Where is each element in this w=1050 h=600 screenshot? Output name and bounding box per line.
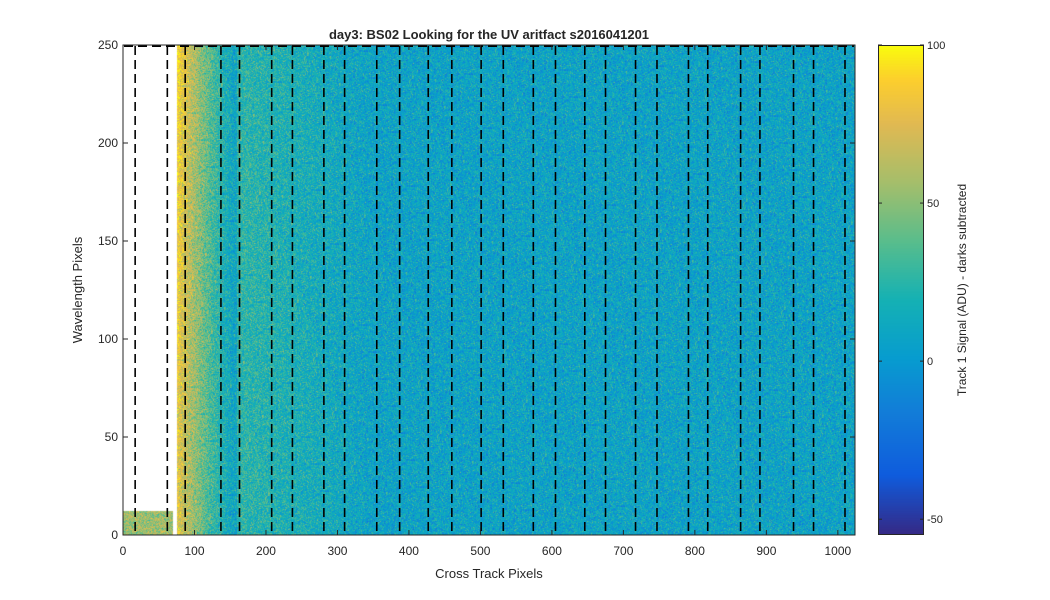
- colorbar-tick-label: 50: [927, 198, 939, 210]
- x-tick-label: 400: [399, 544, 419, 558]
- x-tick-label: 300: [327, 544, 347, 558]
- y-axis: 0 50 100 150 200 250: [98, 38, 855, 542]
- colorbar-tick-label: 100: [927, 40, 945, 52]
- chart-title: day3: BS02 Looking for the UV aritfact s…: [329, 27, 649, 42]
- x-tick-label: 0: [120, 544, 127, 558]
- x-tick-label: 900: [756, 544, 776, 558]
- y-tick-label: 150: [98, 234, 118, 248]
- x-tick-label: 500: [470, 544, 490, 558]
- colorbar-tick-label: -50: [927, 514, 943, 526]
- y-tick-label: 0: [111, 528, 118, 542]
- y-tick-label: 100: [98, 332, 118, 346]
- y-tick-label: 50: [105, 430, 119, 444]
- x-axis-label: Cross Track Pixels: [435, 566, 543, 581]
- dashed-lines: [124, 45, 854, 534]
- x-tick-label: 1000: [824, 544, 851, 558]
- x-tick-label: 600: [542, 544, 562, 558]
- y-axis-label: Wavelength Pixels: [70, 236, 85, 343]
- x-axis: 0 100 200 300 400 500 600 700 800 900 1000: [120, 45, 852, 558]
- colorbar-label: Track 1 Signal (ADU) - darks subtracted: [955, 184, 969, 396]
- x-tick-label: 800: [685, 544, 705, 558]
- colorbar-axis: -50 0 50 100: [878, 40, 945, 526]
- colorbar-tick-label: 0: [927, 356, 933, 368]
- heatmap-image: [123, 45, 855, 535]
- y-tick-label: 200: [98, 136, 118, 150]
- plot-frame: [122, 44, 856, 536]
- x-tick-label: 100: [184, 544, 204, 558]
- y-tick-label: 250: [98, 38, 118, 52]
- x-tick-label: 700: [613, 544, 633, 558]
- x-tick-label: 200: [256, 544, 276, 558]
- colorbar-gradient: [878, 45, 924, 535]
